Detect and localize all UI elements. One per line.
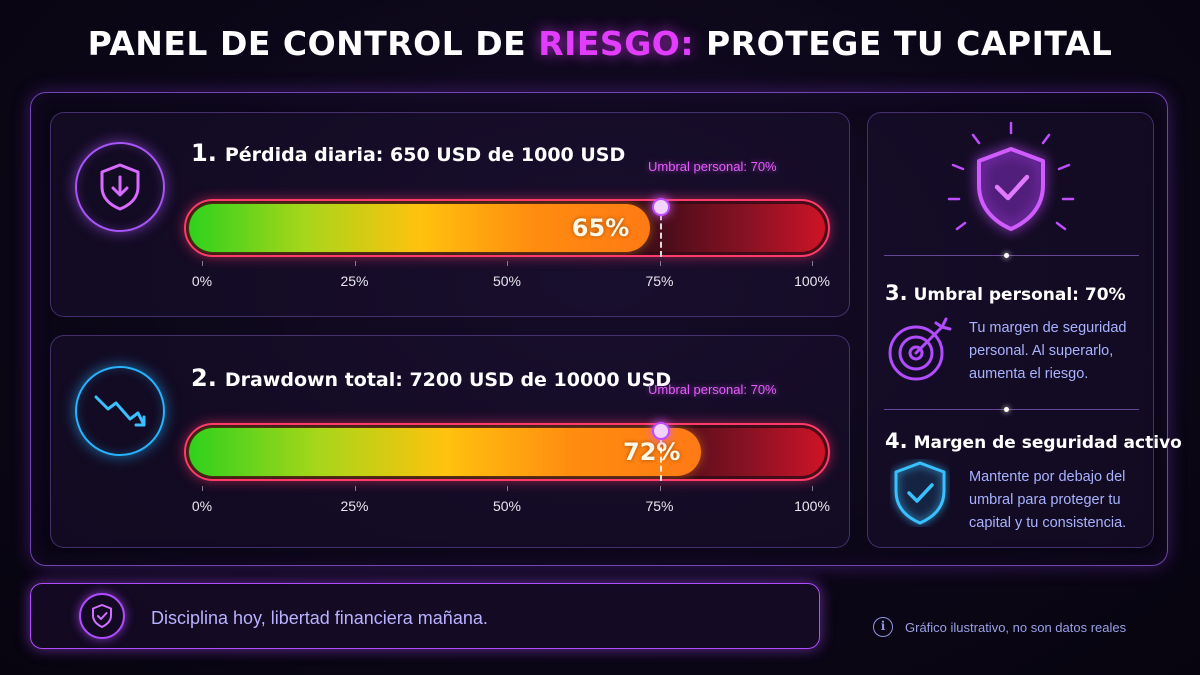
value-label: 72% <box>623 438 681 466</box>
metric-1-heading: 1. Pérdida diaria: 650 USD de 1000 USD <box>191 139 625 167</box>
disclaimer-text: Gráfico ilustrativo, no son datos reales <box>905 620 1127 635</box>
item-4-title: Margen de seguridad activo <box>913 433 1182 453</box>
shield-check-icon <box>79 593 125 639</box>
tick-mark <box>812 261 813 266</box>
metric-panel-drawdown: 2. Drawdown total: 7200 USD de 10000 USD … <box>50 335 850 548</box>
title-prefix: PANEL DE CONTROL DE <box>87 24 527 63</box>
progress-fill <box>189 428 701 476</box>
target-icon <box>888 317 952 381</box>
threshold-marker-line <box>659 205 662 257</box>
shield-check-icon <box>947 121 1075 231</box>
tick-mark <box>202 261 203 266</box>
divider <box>884 409 1139 410</box>
tick-label: 75% <box>645 273 674 289</box>
tick-mark <box>812 486 813 491</box>
divider-dot <box>1004 407 1009 412</box>
side-info-panel: 3. Umbral personal: 70% Tu margen de segu… <box>867 112 1182 548</box>
divider-dot <box>1004 253 1009 258</box>
tick-label: 50% <box>492 498 522 514</box>
item-3-title: Umbral personal: 70% <box>913 285 1126 305</box>
motto-text: Disciplina hoy, libertad financiera maña… <box>151 608 488 628</box>
progress-fill <box>189 204 650 252</box>
metric-2-heading: 2. Drawdown total: 7200 USD de 10000 USD <box>191 364 671 392</box>
threshold-label: Umbral personal: 70% <box>648 159 777 174</box>
tick-mark <box>354 261 356 266</box>
threshold-label: Umbral personal: 70% <box>648 382 777 397</box>
axis-ticks: 0% 25% 50% 75% 100% <box>192 486 830 516</box>
tick-label: 0% <box>191 498 213 514</box>
tick-label: 100% <box>794 273 830 289</box>
title-suffix: PROTEGE TU CAPITAL <box>706 24 1113 63</box>
shield-arrow-down-icon <box>75 142 165 232</box>
tick-label: 25% <box>340 498 369 514</box>
divider <box>884 255 1139 256</box>
item-3-number: 3. <box>885 281 908 305</box>
dashboard-frame <box>30 92 1168 566</box>
page-title: PANEL DE CONTROL DE RIESGO: PROTEGE TU C… <box>0 24 1200 63</box>
item-3-heading: 3. Umbral personal: 70% <box>885 281 1126 305</box>
item-4-number: 4. <box>885 429 908 453</box>
title-accent: RIESGO: <box>538 24 695 63</box>
shield-check-icon <box>894 461 946 525</box>
tick-mark <box>659 486 661 491</box>
tick-label: 25% <box>340 273 369 289</box>
tick-mark <box>202 486 203 491</box>
metric-panel-daily-loss: 1. Pérdida diaria: 650 USD de 1000 USD Um… <box>50 112 850 317</box>
progress-track: 72% <box>184 423 830 481</box>
metric-2-label: Drawdown total: 7200 USD de 10000 USD <box>224 369 672 391</box>
tick-mark <box>507 261 508 266</box>
info-icon: i <box>873 617 893 637</box>
trend-down-icon <box>75 366 165 456</box>
tick-label: 100% <box>794 498 830 514</box>
metric-2-number: 2. <box>191 364 217 392</box>
threshold-marker-line <box>659 429 662 481</box>
tick-label: 50% <box>492 273 522 289</box>
item-4-heading: 4. Margen de seguridad activo <box>885 429 1182 453</box>
metric-1-label: Pérdida diaria: 650 USD de 1000 USD <box>224 144 626 166</box>
item-4-text: Mantente por debajo del umbral para prot… <box>969 469 1127 531</box>
axis-ticks: 0% 25% 50% 75% 100% <box>192 261 830 291</box>
progress-track: 65% <box>184 199 830 257</box>
item-3-text: Tu margen de seguridad personal. Al supe… <box>969 320 1127 382</box>
value-label: 65% <box>571 214 630 242</box>
tick-label: 75% <box>645 498 674 514</box>
motto-banner: Disciplina hoy, libertad financiera maña… <box>30 583 820 649</box>
tick-mark <box>659 261 661 266</box>
threshold-marker-dot <box>651 422 670 440</box>
tick-mark <box>354 486 356 491</box>
tick-mark <box>507 486 508 491</box>
threshold-marker-dot <box>651 198 670 216</box>
tick-label: 0% <box>191 273 213 289</box>
metric-1-number: 1. <box>191 139 217 167</box>
